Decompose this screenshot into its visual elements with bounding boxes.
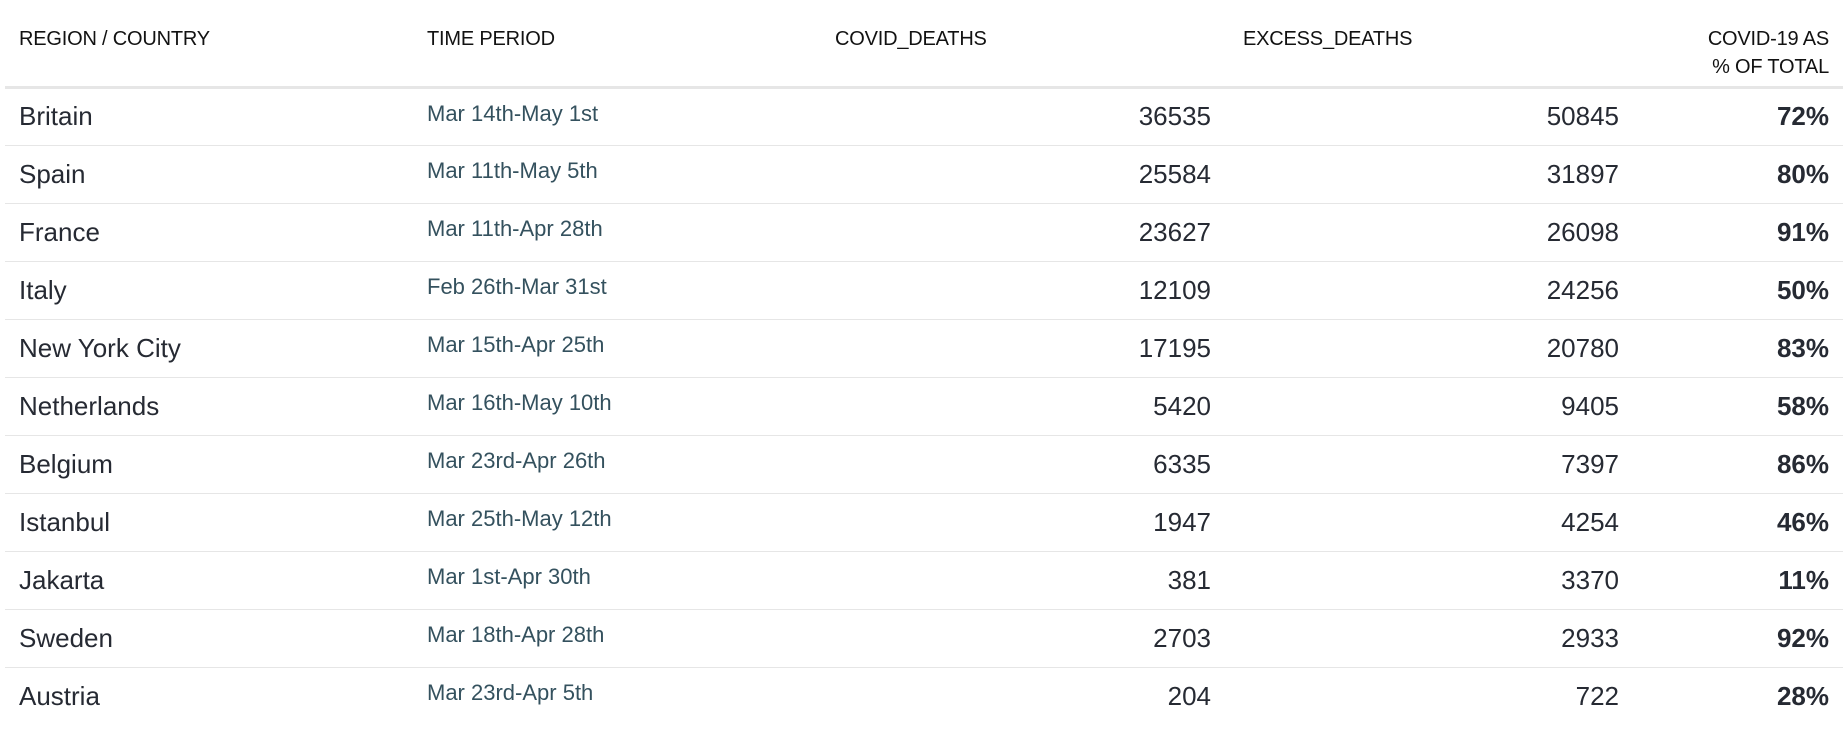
cell-excess-deaths: 24256: [1229, 261, 1637, 320]
cell-time-period: Mar 23rd-Apr 26th: [413, 435, 821, 494]
table-header: REGION / COUNTRY TIME PERIOD COVID_DEATH…: [5, 0, 1843, 89]
cell-covid-deaths: 1947: [821, 493, 1229, 552]
cell-covid-pct: 80%: [1637, 145, 1843, 204]
cell-covid-pct: 46%: [1637, 493, 1843, 552]
cell-region: New York City: [5, 319, 413, 378]
cell-covid-deaths: 381: [821, 551, 1229, 610]
table-row: Jakarta Mar 1st-Apr 30th 381 3370 11%: [5, 551, 1843, 610]
header-covid-pct-label: COVID-19 AS % OF TOTAL: [1651, 0, 1829, 81]
cell-region: Sweden: [5, 609, 413, 668]
header-region-label: REGION / COUNTRY: [19, 28, 210, 50]
cell-region: France: [5, 203, 413, 262]
cell-region: Austria: [19, 680, 100, 711]
cell-excess-deaths: 3370: [1229, 551, 1637, 610]
cell-covid-pct: 28%: [1776, 680, 1829, 711]
cell-covid-pct: 91%: [1637, 203, 1843, 262]
cell-region: Netherlands: [5, 377, 413, 436]
header-covid-deaths[interactable]: COVID_DEATHS: [821, 0, 1229, 89]
header-excess-deaths-label: EXCESS_DEATHS: [1243, 28, 1413, 50]
cell-covid-deaths: 2703: [821, 609, 1229, 668]
cell-covid-deaths: 5420: [821, 377, 1229, 436]
cell-covid-deaths: 23627: [821, 203, 1229, 262]
table-row: Spain Mar 11th-May 5th 25584 31897 80%: [5, 145, 1843, 204]
header-excess-deaths[interactable]: EXCESS_DEATHS: [1229, 0, 1637, 89]
cell-excess-deaths: 50845: [1229, 87, 1637, 146]
cell-excess-deaths: 722: [1575, 680, 1619, 711]
cell-time-period: Mar 14th-May 1st: [413, 87, 821, 146]
table-row: Italy Feb 26th-Mar 31st 12109 24256 50%: [5, 261, 1843, 320]
cell-time-period: Mar 25th-May 12th: [413, 493, 821, 552]
header-region[interactable]: REGION / COUNTRY: [5, 0, 413, 89]
cell-excess-deaths: 2933: [1229, 609, 1637, 668]
table-row: Sweden Mar 18th-Apr 28th 2703 2933 92%: [5, 609, 1843, 668]
table-row: Netherlands Mar 16th-May 10th 5420 9405 58%: [5, 377, 1843, 436]
header-time-period[interactable]: TIME PERIOD: [413, 0, 821, 89]
header-covid-pct-line1: COVID-19 AS: [1707, 28, 1829, 50]
cell-time-period: Mar 15th-Apr 25th: [413, 319, 821, 378]
cell-time-period: Mar 1st-Apr 30th: [413, 551, 821, 610]
cell-excess-deaths: 20780: [1229, 319, 1637, 378]
cell-region: Italy: [5, 261, 413, 320]
cell-covid-deaths: 12109: [821, 261, 1229, 320]
table-row: Britain Mar 14th-May 1st 36535 50845 72%: [5, 87, 1843, 146]
cell-region: Istanbul: [5, 493, 413, 552]
cell-excess-deaths: 31897: [1229, 145, 1637, 204]
header-covid-pct-line2: % OF TOTAL: [1712, 56, 1829, 78]
cell-excess-deaths: 26098: [1229, 203, 1637, 262]
cell-covid-deaths: 6335: [821, 435, 1229, 494]
cell-time-period: Feb 26th-Mar 31st: [413, 261, 821, 320]
cell-covid-deaths: 36535: [821, 87, 1229, 146]
table-body: Britain Mar 14th-May 1st 36535 50845 72% Spai…: [5, 87, 1843, 725]
cell-region: Britain: [5, 87, 413, 146]
cell-covid-pct: 83%: [1637, 319, 1843, 378]
cell-time-period: Mar 11th-Apr 28th: [413, 203, 821, 262]
cell-covid-pct: 86%: [1637, 435, 1843, 494]
cell-time-period: Mar 16th-May 10th: [413, 377, 821, 436]
cell-covid-pct: 50%: [1637, 261, 1843, 320]
header-covid-deaths-label: COVID_DEATHS: [835, 28, 987, 50]
header-row: REGION / COUNTRY TIME PERIOD COVID_DEATH…: [5, 0, 1843, 89]
cell-region: Belgium: [5, 435, 413, 494]
table-row: France Mar 11th-Apr 28th 23627 26098 91%: [5, 203, 1843, 262]
cell-covid-deaths: 25584: [821, 145, 1229, 204]
cell-excess-deaths: 9405: [1229, 377, 1637, 436]
cell-time-period: Mar 23rd-Apr 5th: [427, 680, 594, 706]
cell-covid-pct: 58%: [1637, 377, 1843, 436]
cell-time-period: Mar 18th-Apr 28th: [413, 609, 821, 668]
header-covid-pct[interactable]: COVID-19 AS % OF TOTAL: [1637, 0, 1843, 89]
cell-region: Spain: [5, 145, 413, 204]
cell-excess-deaths: 7397: [1229, 435, 1637, 494]
header-time-period-label: TIME PERIOD: [427, 28, 555, 50]
cell-excess-deaths: 4254: [1229, 493, 1637, 552]
table-row: Istanbul Mar 25th-May 12th 1947 4254 46%: [5, 493, 1843, 552]
cell-time-period: Mar 11th-May 5th: [413, 145, 821, 204]
cell-covid-deaths: 17195: [821, 319, 1229, 378]
cell-covid-deaths: 204: [1167, 680, 1211, 711]
cell-covid-pct: 11%: [1637, 551, 1843, 610]
cell-covid-pct: 72%: [1637, 87, 1843, 146]
cell-covid-pct: 92%: [1637, 609, 1843, 668]
table-row: Belgium Mar 23rd-Apr 26th 6335 7397 86%: [5, 435, 1843, 494]
cell-region: Jakarta: [5, 551, 413, 610]
excess-deaths-table: REGION / COUNTRY TIME PERIOD COVID_DEATH…: [5, 0, 1843, 725]
table-row: New York City Mar 15th-Apr 25th 17195 20780…: [5, 319, 1843, 378]
table-row: Austria Mar 23rd-Apr 5th 204 722 28%: [5, 667, 1843, 725]
